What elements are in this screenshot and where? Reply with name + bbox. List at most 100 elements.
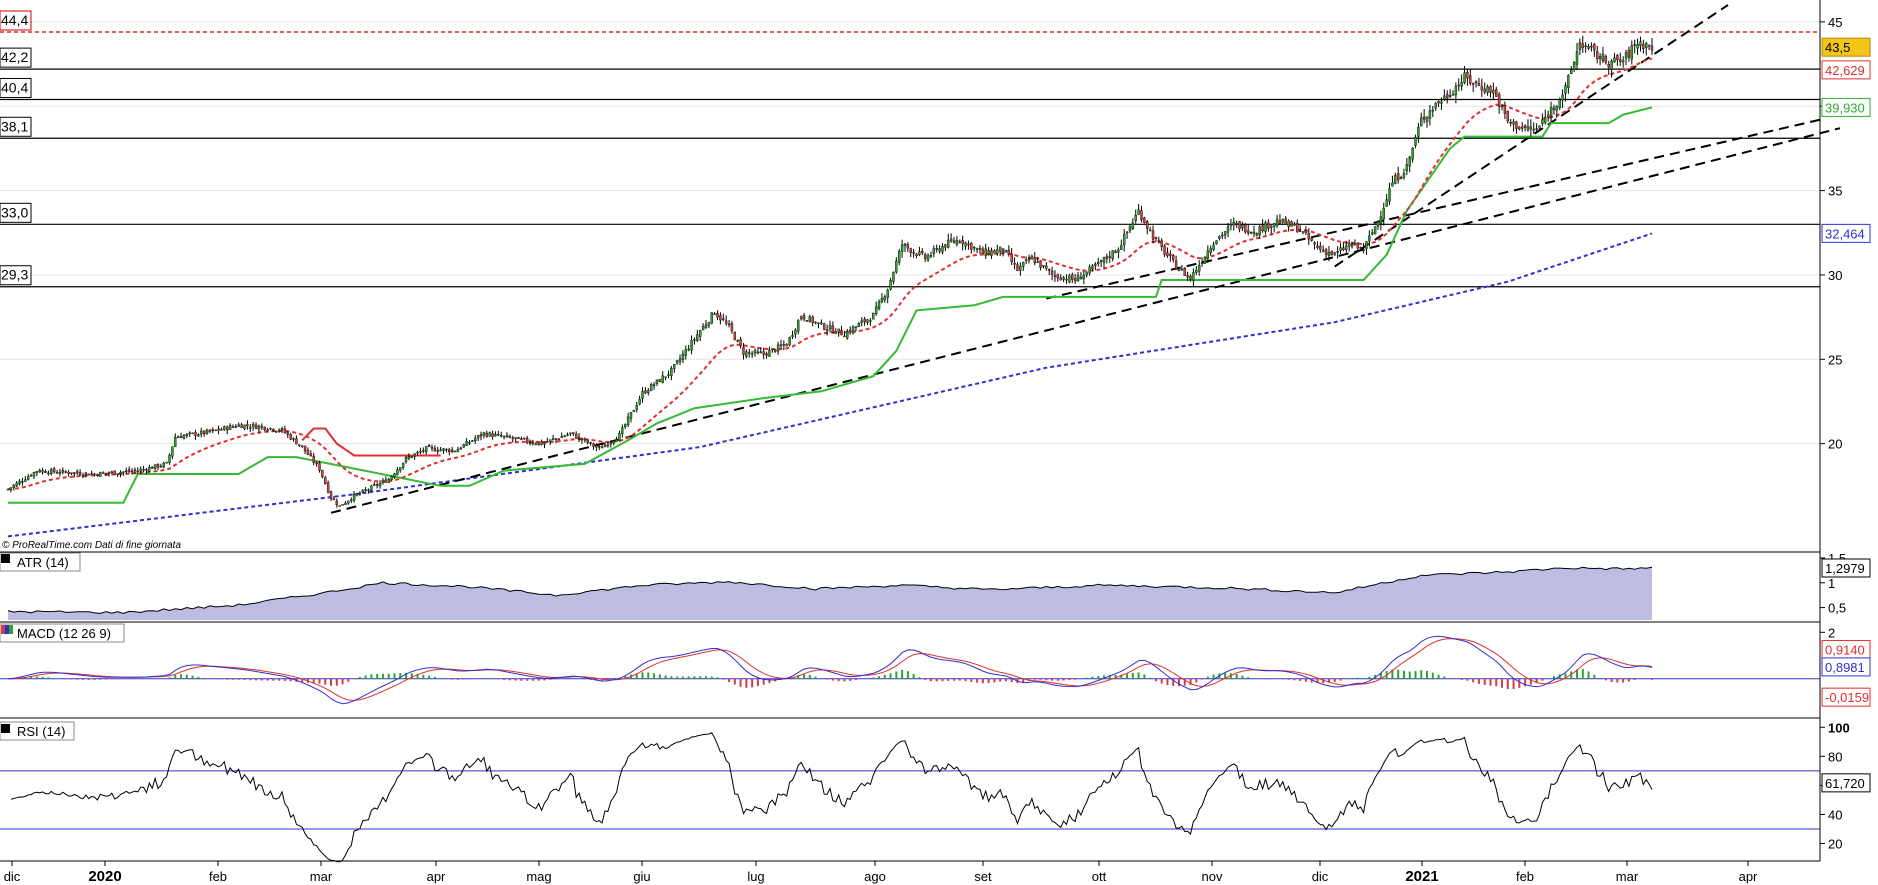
candle-189 (551, 434, 555, 441)
candle-body-181 (528, 442, 532, 444)
candle-body-114 (335, 500, 339, 505)
macd-hist-bar-490 (1420, 670, 1423, 679)
candle-94 (277, 428, 281, 433)
candle-165 (482, 431, 486, 439)
candle-body-401 (1163, 245, 1166, 255)
candle-155 (453, 450, 457, 453)
candle-body-42 (127, 469, 131, 472)
candle-body-367 (1065, 278, 1068, 281)
candle-498 (1443, 89, 1446, 101)
macd-hist-bar-194 (566, 678, 569, 679)
macd-hist-bar-138 (405, 672, 408, 679)
candle-body-165 (482, 432, 486, 436)
candle-body-112 (329, 491, 333, 499)
candle-body-543 (1572, 61, 1576, 70)
candle-38 (116, 473, 119, 477)
value-box-3 (1821, 223, 1871, 243)
candle-body-393 (1140, 210, 1143, 221)
candle-body-197 (574, 433, 578, 439)
candle-419 (1215, 240, 1218, 245)
candle-body-445 (1290, 221, 1293, 227)
macd-hist-bar-166 (485, 678, 488, 679)
candle-517 (1497, 92, 1501, 114)
macd-hist-bar-292 (849, 678, 852, 681)
candle-body-406 (1177, 269, 1181, 272)
x-tick-label-2: feb (209, 869, 227, 884)
candle-446 (1293, 221, 1296, 227)
level-label-1: 42,2 (1, 49, 28, 65)
macd-hist-bar-96 (283, 678, 286, 681)
candle-406 (1177, 269, 1181, 272)
candle-body-436 (1264, 222, 1267, 232)
price-tick-label-2: 30 (1828, 268, 1842, 283)
candle-body-476 (1379, 216, 1383, 224)
candle-14 (47, 470, 50, 476)
candle-body-278 (808, 316, 812, 322)
candle-body-488 (1414, 137, 1417, 146)
candle-body-51 (153, 464, 157, 469)
candle-355 (1030, 254, 1034, 260)
macd-hist-bar-322 (935, 678, 938, 682)
candle-body-467 (1353, 243, 1357, 246)
candle-body-72 (214, 429, 217, 432)
macd-value-label-1: 0,8981 (1825, 660, 1865, 675)
trendline-1 (330, 127, 1841, 514)
candle-170 (497, 430, 500, 437)
candle-body-387 (1122, 233, 1126, 246)
candle-body-228 (664, 376, 667, 378)
candle-body-111 (326, 482, 330, 493)
candle-body-133 (390, 476, 393, 481)
macd-hist-bar-504 (1460, 678, 1463, 680)
candle-502 (1454, 82, 1458, 104)
candle-435 (1261, 219, 1264, 233)
macd-hist-bar-314 (912, 674, 915, 679)
candle-body-94 (277, 430, 281, 432)
candle-413 (1197, 260, 1201, 276)
candle-body-506 (1466, 72, 1469, 79)
macd-hist-bar-242 (704, 676, 707, 679)
candle-108 (318, 460, 321, 473)
candle-243 (707, 321, 711, 329)
candle-381 (1105, 253, 1109, 264)
candle-324 (941, 243, 944, 255)
candle-547 (1584, 42, 1587, 53)
x-tick-label-14: feb (1516, 869, 1534, 884)
macd-hist-bar-66 (197, 676, 200, 679)
candle-200 (583, 437, 587, 443)
candle-561 (1624, 49, 1628, 66)
candle-467 (1353, 239, 1357, 246)
candle-55 (165, 461, 168, 464)
candle-body-443 (1284, 218, 1287, 225)
candle-411 (1192, 268, 1195, 287)
candle-544 (1575, 43, 1579, 71)
candle-body-273 (794, 329, 797, 335)
candle-284 (825, 324, 829, 336)
macd-hist-bar-544 (1576, 669, 1579, 679)
candle-531 (1538, 125, 1541, 130)
candle-477 (1382, 202, 1385, 226)
candle-145 (425, 446, 428, 455)
candle-287 (834, 328, 837, 335)
candle-146 (427, 444, 431, 447)
candle-4 (18, 479, 21, 486)
candle-body-205 (598, 446, 601, 448)
candle-497 (1440, 97, 1443, 110)
candle-body-121 (355, 493, 359, 496)
candle-body-364 (1056, 274, 1060, 279)
macd-hist-bar-340 (987, 678, 990, 683)
candle-body-282 (820, 322, 823, 325)
candle-488 (1414, 134, 1417, 149)
candle-body-386 (1120, 245, 1123, 250)
candle-body-340 (987, 249, 990, 255)
candle-361 (1047, 268, 1051, 276)
candle-0 (6, 488, 10, 491)
candle-144 (422, 447, 425, 454)
macd-hist-bar-486 (1408, 671, 1411, 679)
candle-body-336 (975, 248, 979, 250)
candle-494 (1431, 106, 1435, 117)
candle-body-554 (1604, 56, 1608, 63)
atr-line (7, 566, 1653, 615)
candle-334 (970, 242, 973, 254)
candle-295 (857, 321, 861, 328)
candle-body-177 (517, 437, 520, 440)
